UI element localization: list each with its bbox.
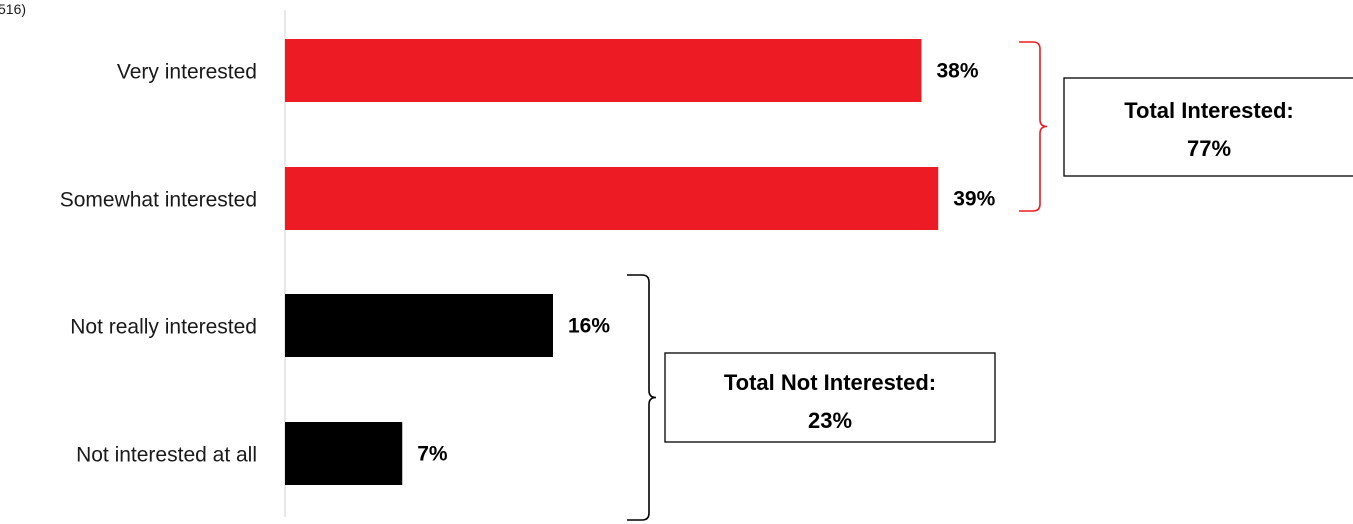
value-label-not-really-interested: 16% xyxy=(568,315,610,338)
value-label-very-interested: 38% xyxy=(937,60,979,83)
category-label-not-really-interested: Not really interested xyxy=(70,316,257,339)
value-label-not-interested-at-all: 7% xyxy=(417,443,448,466)
category-labels: Very interested Somewhat interested Not re… xyxy=(60,61,257,467)
total-interested-box xyxy=(1063,77,1353,177)
total-not-interested-box xyxy=(664,352,996,443)
total-interested-value: 77% xyxy=(1187,136,1231,161)
bar-not-really-interested xyxy=(285,294,553,357)
category-label-somewhat-interested: Somewhat interested xyxy=(60,189,257,212)
bar-not-interested-at-all xyxy=(285,422,403,485)
bar-somewhat-interested xyxy=(285,167,939,230)
cut-off-note: 516) xyxy=(0,1,26,17)
total-not-interested-label: Total Not Interested: xyxy=(724,370,936,395)
total-interested-bracket xyxy=(1019,41,1048,212)
bars xyxy=(285,39,939,485)
value-label-somewhat-interested: 39% xyxy=(953,188,995,211)
value-labels: 38% 39% 16% 7% xyxy=(417,60,995,466)
total-not-interested-bracket xyxy=(627,274,657,521)
category-label-very-interested: Very interested xyxy=(117,61,257,84)
bar-very-interested xyxy=(285,39,922,102)
total-not-interested-value: 23% xyxy=(808,408,852,433)
category-label-not-interested-at-all: Not interested at all xyxy=(76,444,257,467)
total-interested-label: Total Interested: xyxy=(1124,98,1294,123)
